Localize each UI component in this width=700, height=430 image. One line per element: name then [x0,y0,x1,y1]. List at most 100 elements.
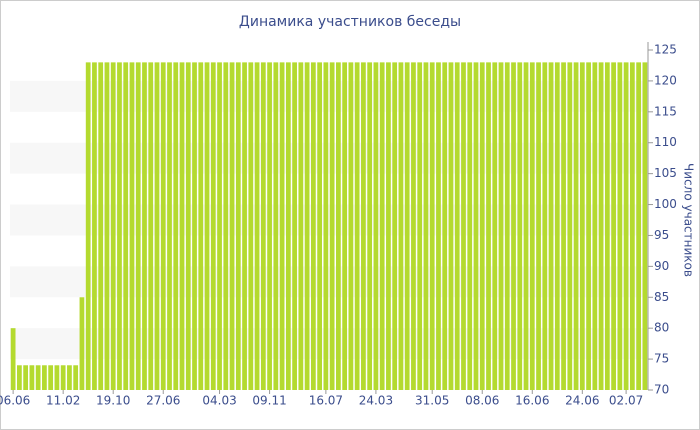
y-tick-label: 95 [654,228,669,242]
x-tick-label: 27.06 [146,394,180,408]
bar [398,62,404,390]
bar [179,62,185,390]
bar [348,62,354,390]
x-tick-label: 24.03 [359,394,393,408]
bar [35,365,41,390]
bar [323,62,329,390]
bar [148,62,154,390]
bar [204,62,210,390]
bar [123,62,129,390]
bar [536,62,541,390]
y-tick-label: 125 [654,43,677,57]
bar [60,365,66,390]
bar [436,62,441,390]
x-tick-label: 09.11 [252,394,286,408]
bar [579,62,585,390]
bar [542,62,548,390]
bar [498,62,504,390]
bar [160,62,166,390]
bar [223,62,229,390]
bar [260,62,266,390]
bar [386,62,391,390]
bar [592,62,598,390]
bar [423,62,429,390]
grid-band [10,142,648,174]
bar [523,62,529,390]
bar [17,365,22,390]
bar [511,62,516,390]
x-tick-label: 31.05 [415,394,449,408]
bar [417,62,423,390]
bar [23,365,29,390]
bar [629,62,635,390]
bar [604,62,610,390]
bar [285,62,291,390]
bar [117,62,122,390]
y-tick-label: 70 [654,383,669,397]
bar [98,62,104,390]
y-tick-label: 120 [654,73,677,87]
bar [342,62,348,390]
bar [598,62,604,390]
bar [279,62,285,390]
bar [267,62,272,390]
bar [504,62,510,390]
grid-band [10,328,648,360]
bar [473,62,479,390]
bar [135,62,141,390]
bar [298,62,304,390]
x-tick-label: 16.06 [515,394,549,408]
y-tick-label: 90 [654,259,669,273]
bar [379,62,385,390]
y-tick-label: 110 [654,135,677,149]
bar [104,62,110,390]
bar [367,62,373,390]
bar [411,62,416,390]
bar [611,62,616,390]
bar [304,62,310,390]
bar [448,62,454,390]
bar [486,62,491,390]
bar [329,62,335,390]
x-tick-label: 04.03 [202,394,236,408]
chart-title: Динамика участников беседы [239,14,461,30]
grid-band [10,204,648,236]
y-tick-label: 75 [654,352,669,366]
bar [479,62,485,390]
bar [392,62,398,390]
bar [185,62,191,390]
bar [10,328,16,390]
x-tick-label: 06.06 [0,394,30,408]
bar [192,62,197,390]
bar [492,62,498,390]
x-tick-label: 02.07 [609,394,643,408]
bar [92,62,97,390]
y-axis-title: Число участников [682,163,696,277]
y-tick-label: 80 [654,321,669,335]
bar [636,62,641,390]
bar [254,62,260,390]
bar [48,365,54,390]
bar [429,62,435,390]
bar [79,297,85,390]
y-tick-label: 85 [654,290,669,304]
x-tick-label: 19.10 [96,394,130,408]
bar [273,62,279,390]
bar [573,62,579,390]
bar [310,62,316,390]
bar [586,62,591,390]
bar [317,62,322,390]
bar [129,62,135,390]
bar [154,62,160,390]
bar [29,365,35,390]
bar [67,365,72,390]
bar [85,62,91,390]
y-tick-label: 105 [654,166,677,180]
bar [517,62,523,390]
y-tick-label: 115 [654,104,677,118]
x-tick-label: 08.06 [465,394,499,408]
bar [623,62,629,390]
bar [467,62,473,390]
bar [336,62,341,390]
